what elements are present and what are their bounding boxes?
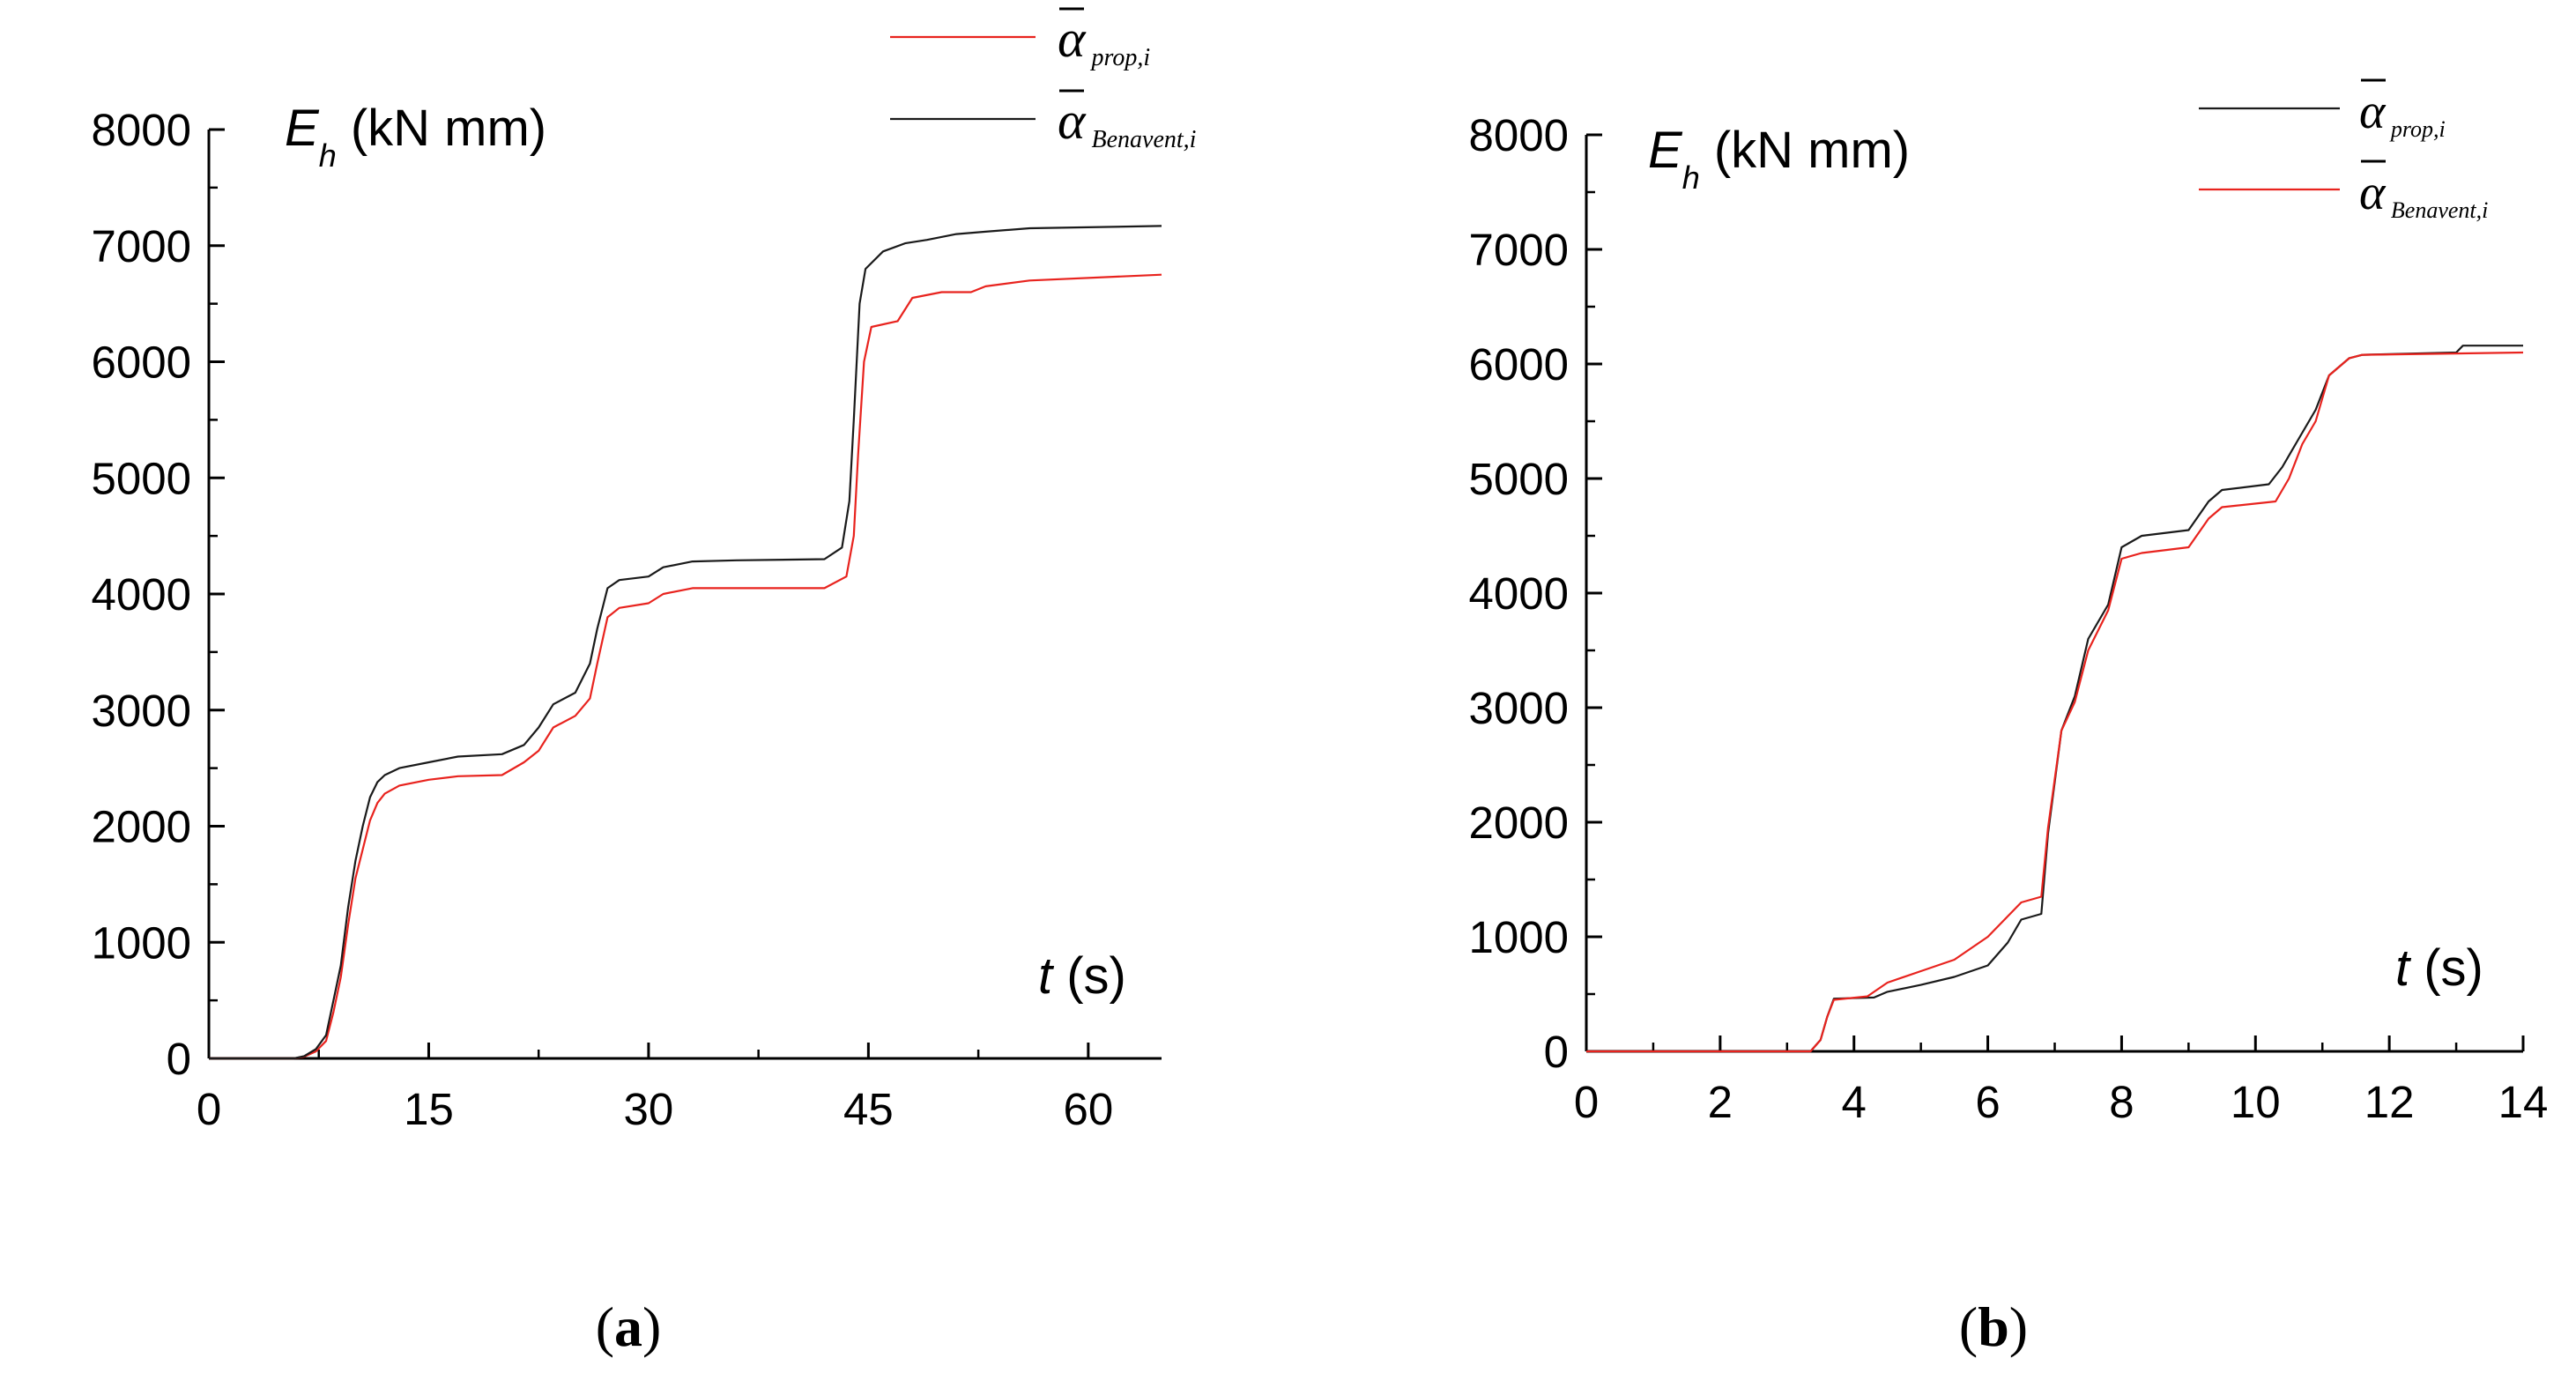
x-tick-label: 2 <box>1708 1077 1733 1127</box>
y-tick-label: 0 <box>167 1034 191 1084</box>
y-tick-label: 4000 <box>92 569 191 620</box>
legend: α prop,i α Benavent,i <box>890 7 1196 153</box>
x-tick-label: 8 <box>2109 1077 2134 1127</box>
chart-panel-b: 0 1000 2000 3000 4000 5000 6000 7000 8000 0 2 4 6 8 10… <box>1469 78 2549 1358</box>
x-tick-label: 0 <box>1574 1077 1599 1127</box>
y-tick-label: 1000 <box>92 917 191 968</box>
legend-label-1: α prop,i <box>2359 85 2446 142</box>
y-tick-label: 5000 <box>92 453 191 503</box>
legend-label-2: α Benavent,i <box>2359 166 2488 223</box>
y-tick-label: 8000 <box>92 105 191 155</box>
y-tick-label: 7000 <box>1469 225 1569 275</box>
y-tick-label: 3000 <box>92 686 191 736</box>
x-tick-label: 45 <box>843 1084 894 1134</box>
x-axis-title: t (s) <box>2395 939 2483 997</box>
y-tick-label: 8000 <box>1469 110 1569 160</box>
y-tick-label: 6000 <box>1469 339 1569 390</box>
x-tick-label: 60 <box>1063 1084 1113 1134</box>
x-tick-label: 10 <box>2231 1077 2281 1127</box>
panel-caption: (a) <box>596 1295 662 1358</box>
legend-label-1: α prop,i <box>1058 10 1150 71</box>
y-tick-label: 3000 <box>1469 683 1569 733</box>
series-line-1 <box>209 273 1162 1060</box>
y-tick-label: 5000 <box>1469 454 1569 504</box>
chart-panel-a: 0 1000 2000 3000 4000 5000 6000 7000 8000 0 15 30 45… <box>92 7 1196 1358</box>
panel-caption: (b) <box>1959 1295 2028 1358</box>
y-axis-title: Eh (kN mm) <box>285 100 546 174</box>
y-tick-label: 2000 <box>92 802 191 852</box>
x-tick-label: 14 <box>2498 1077 2549 1127</box>
y-tick-label: 2000 <box>1469 798 1569 848</box>
x-axis-title: t (s) <box>1038 947 1126 1005</box>
x-tick-label: 6 <box>1975 1077 2000 1127</box>
x-tick-label: 15 <box>404 1084 454 1134</box>
legend: α prop,i α Benavent,i <box>2199 78 2488 223</box>
y-tick-label: 0 <box>1544 1027 1569 1077</box>
series-line-1 <box>1586 345 2523 1053</box>
x-tick-label: 4 <box>1842 1077 1867 1127</box>
y-axis-title: Eh (kN mm) <box>1648 122 1910 196</box>
series-line-2 <box>209 225 1162 1060</box>
y-tick-label: 6000 <box>92 338 191 388</box>
y-tick-label: 7000 <box>92 221 191 271</box>
x-tick-label: 12 <box>2364 1077 2415 1127</box>
y-tick-label: 1000 <box>1469 912 1569 962</box>
x-tick-label: 0 <box>197 1084 221 1134</box>
x-tick-label: 30 <box>624 1084 674 1134</box>
legend-label-2: α Benavent,i <box>1058 92 1196 153</box>
series-line-2 <box>1586 351 2524 1053</box>
y-tick-label: 4000 <box>1469 568 1569 619</box>
